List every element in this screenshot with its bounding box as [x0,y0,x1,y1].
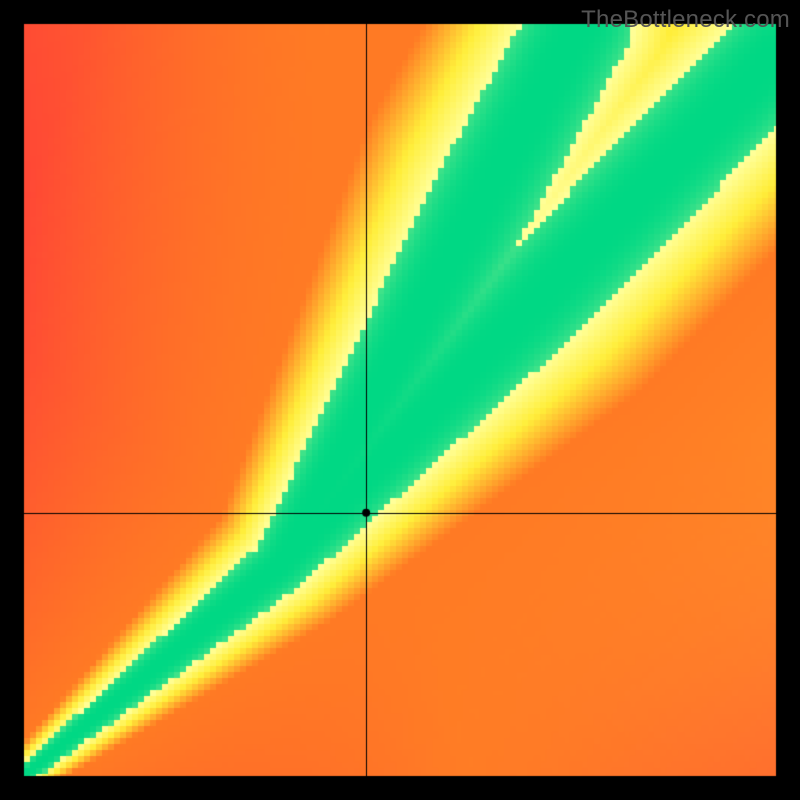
watermark-label: TheBottleneck.com [581,6,790,34]
bottleneck-heatmap-chart: TheBottleneck.com [0,0,800,800]
heatmap-canvas [0,0,800,800]
